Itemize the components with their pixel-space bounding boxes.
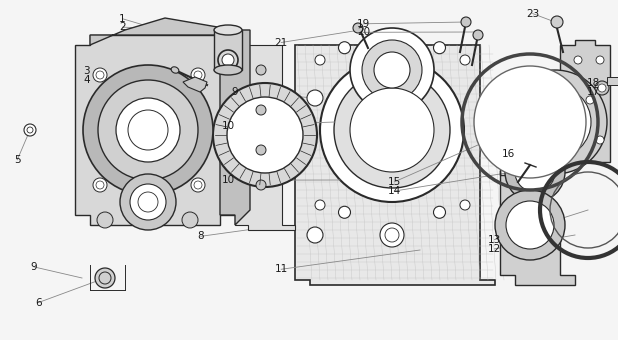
Circle shape: [460, 55, 470, 65]
Circle shape: [83, 65, 213, 195]
Circle shape: [24, 124, 36, 136]
Circle shape: [227, 97, 303, 173]
Circle shape: [481, 124, 493, 136]
Circle shape: [334, 72, 450, 188]
Text: 11: 11: [274, 264, 288, 274]
Text: 12: 12: [488, 244, 501, 254]
Ellipse shape: [214, 65, 242, 75]
Text: 6: 6: [35, 298, 41, 308]
Ellipse shape: [171, 67, 179, 73]
Circle shape: [374, 52, 410, 88]
Circle shape: [596, 136, 604, 144]
Text: 1: 1: [119, 14, 125, 24]
Circle shape: [574, 136, 582, 144]
Text: 21: 21: [274, 37, 288, 48]
Text: 23: 23: [526, 8, 540, 19]
Circle shape: [98, 80, 198, 180]
Circle shape: [433, 42, 446, 54]
Circle shape: [506, 201, 554, 249]
Circle shape: [222, 54, 234, 66]
Circle shape: [320, 58, 464, 202]
Circle shape: [120, 174, 176, 230]
Circle shape: [433, 206, 446, 218]
Circle shape: [495, 190, 565, 260]
Circle shape: [380, 223, 404, 247]
Text: 16: 16: [501, 149, 515, 159]
Circle shape: [503, 70, 607, 174]
Circle shape: [574, 56, 582, 64]
Circle shape: [130, 184, 166, 220]
Circle shape: [533, 100, 577, 144]
Polygon shape: [220, 30, 250, 225]
Circle shape: [595, 81, 609, 95]
Circle shape: [307, 227, 323, 243]
Circle shape: [551, 16, 563, 28]
Circle shape: [315, 55, 325, 65]
Polygon shape: [75, 35, 235, 225]
Circle shape: [339, 42, 350, 54]
Circle shape: [97, 212, 113, 228]
Polygon shape: [295, 45, 495, 285]
Text: 3: 3: [83, 66, 90, 76]
Circle shape: [596, 56, 604, 64]
Circle shape: [256, 145, 266, 155]
Text: 10: 10: [222, 175, 235, 185]
Text: 4: 4: [83, 75, 90, 85]
Circle shape: [505, 142, 565, 202]
Circle shape: [213, 83, 317, 187]
Circle shape: [350, 28, 434, 112]
Text: 17: 17: [586, 87, 600, 97]
Circle shape: [339, 206, 350, 218]
Text: 5: 5: [14, 155, 20, 165]
Polygon shape: [90, 18, 235, 45]
Text: 9: 9: [31, 262, 37, 272]
Text: 8: 8: [198, 231, 204, 241]
Circle shape: [515, 152, 555, 192]
Circle shape: [95, 268, 115, 288]
Circle shape: [93, 178, 107, 192]
Circle shape: [116, 98, 180, 162]
Circle shape: [307, 90, 323, 106]
Circle shape: [93, 68, 107, 82]
Text: 18: 18: [586, 78, 600, 88]
Circle shape: [315, 200, 325, 210]
Circle shape: [218, 50, 238, 70]
Polygon shape: [560, 40, 610, 162]
Text: 2: 2: [119, 22, 125, 32]
Bar: [607, 77, 618, 85]
Polygon shape: [183, 77, 207, 92]
Circle shape: [474, 66, 586, 178]
Polygon shape: [235, 45, 295, 230]
Circle shape: [473, 30, 483, 40]
Circle shape: [353, 23, 363, 33]
Text: 9: 9: [232, 87, 238, 97]
Circle shape: [586, 96, 594, 104]
Text: 14: 14: [387, 186, 401, 196]
Ellipse shape: [214, 25, 242, 35]
Text: 10: 10: [222, 121, 235, 131]
Circle shape: [182, 212, 198, 228]
Circle shape: [350, 88, 434, 172]
Circle shape: [256, 105, 266, 115]
Circle shape: [191, 178, 205, 192]
Text: 13: 13: [488, 235, 501, 245]
Circle shape: [256, 65, 266, 75]
Circle shape: [191, 68, 205, 82]
Circle shape: [461, 17, 471, 27]
Bar: [214, 30, 242, 70]
Text: 15: 15: [387, 177, 401, 187]
Circle shape: [519, 86, 591, 158]
Circle shape: [460, 200, 470, 210]
Circle shape: [598, 84, 606, 92]
Circle shape: [362, 40, 422, 100]
Text: 19: 19: [357, 19, 370, 29]
Polygon shape: [500, 170, 575, 285]
Text: 20: 20: [357, 27, 370, 37]
Circle shape: [256, 180, 266, 190]
